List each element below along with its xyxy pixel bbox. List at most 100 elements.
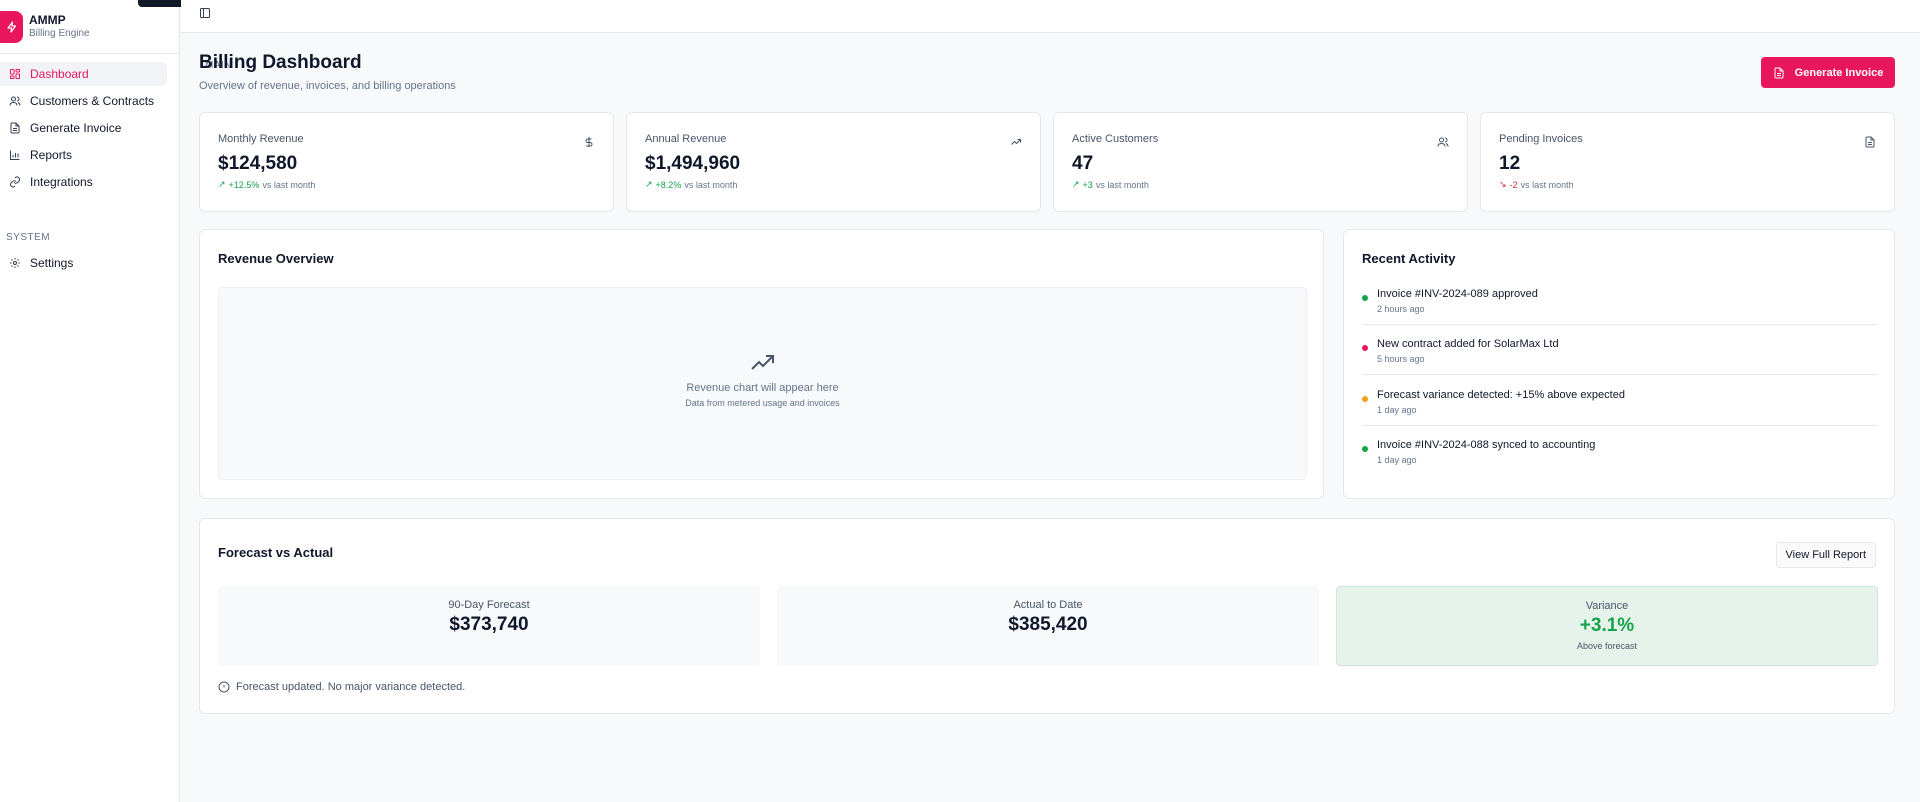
generate-invoice-label: Generate Invoice [1794, 66, 1884, 79]
nav-section-system: SYSTEM [6, 232, 51, 243]
forecast-label: 90-Day Forecast [448, 599, 530, 611]
revenue-chart-placeholder: Revenue chart will appear here Data from… [218, 287, 1307, 480]
activity-time: 5 hours ago [1377, 354, 1425, 364]
sidebar-item-customers[interactable]: Customers & Contracts [0, 89, 167, 113]
activity-title: Invoice #INV-2024-088 synced to accounti… [1377, 439, 1596, 451]
stat-change-suffix: vs last month [262, 179, 316, 190]
file-icon [1773, 67, 1785, 79]
stat-card-active-customers: Active Customers 47 ↗ +3 vs last month [1053, 112, 1468, 212]
stat-label: Monthly Revenue [218, 133, 304, 145]
revenue-overview-title: Revenue Overview [218, 251, 334, 266]
activity-item[interactable]: Forecast variance detected: +15% above e… [1362, 389, 1878, 439]
stat-card-annual-revenue: Annual Revenue $1,494,960 ↗ +8.2% vs las… [626, 112, 1041, 212]
actual-value: $385,420 [1008, 614, 1088, 635]
status-dot [1362, 396, 1368, 402]
stat-change-suffix: vs last month [684, 179, 738, 190]
stat-change-suffix: vs last month [1520, 179, 1574, 190]
activity-title: Invoice #INV-2024-089 approved [1377, 288, 1538, 300]
file-icon [1864, 135, 1876, 148]
users-icon [1437, 135, 1449, 147]
sidebar-item-label: Dashboard [30, 67, 89, 81]
sidebar-item-reports[interactable]: Reports [0, 143, 167, 167]
stat-value: $124,580 [218, 153, 298, 174]
activity-title: Forecast variance detected: +15% above e… [1377, 389, 1625, 401]
recent-activity-title: Recent Activity [1362, 251, 1456, 266]
variance-value: +3.1% [1579, 615, 1635, 636]
dollar-icon [583, 135, 595, 147]
divider [1362, 374, 1878, 375]
recent-activity-card: Recent Activity Invoice #INV-2024-089 ap… [1343, 229, 1895, 499]
forecast-card: Forecast vs Actual View Full Report 90-D… [199, 518, 1895, 714]
activity-item[interactable]: Invoice #INV-2024-088 synced to accounti… [1362, 439, 1878, 489]
sidebar-item-label: Reports [30, 148, 73, 162]
activity-time: 1 day ago [1377, 455, 1417, 465]
placeholder-subtitle: Data from metered usage and invoices [685, 398, 840, 408]
bar-chart-icon [9, 149, 21, 161]
lightning-icon [0, 10, 23, 43]
variance-box: Variance +3.1% Above forecast [1336, 586, 1878, 666]
forecast-title: Forecast vs Actual [218, 545, 334, 560]
forecast-box: 90-Day Forecast $373,740 [218, 586, 760, 666]
info-icon [218, 681, 230, 693]
page-subtitle: Overview of revenue, invoices, and billi… [199, 80, 456, 92]
sidebar-item-settings[interactable]: Settings [0, 251, 167, 275]
stat-change: ↗ +3 vs last month [1072, 179, 1449, 190]
divider [1362, 324, 1878, 325]
divider [1362, 425, 1878, 426]
actual-label: Actual to Date [1013, 599, 1083, 611]
activity-item[interactable]: New contract added for SolarMax Ltd 5 ho… [1362, 338, 1878, 388]
brand[interactable]: AMMP Billing Engine [0, 0, 179, 54]
sidebar-item-integrations[interactable]: Integrations [0, 170, 167, 194]
stat-change-value: -2 [1509, 179, 1518, 190]
stat-value: 47 [1072, 153, 1094, 174]
stat-label: Annual Revenue [645, 133, 727, 145]
forecast-value: $373,740 [449, 614, 529, 635]
sidebar-item-label: Settings [30, 256, 74, 270]
nav-section-main: MAIN [205, 60, 232, 71]
stat-card-monthly-revenue: Monthly Revenue $124,580 ↗ +12.5% vs las… [199, 112, 614, 212]
activity-item[interactable]: Invoice #INV-2024-089 approved 2 hours a… [1362, 288, 1878, 338]
users-icon [9, 95, 21, 107]
stat-value: 12 [1499, 153, 1521, 174]
stat-value: $1,494,960 [645, 153, 741, 174]
sidebar-item-generate-invoice[interactable]: Generate Invoice [0, 116, 167, 140]
sidebar: AMMP Billing Engine MAIN Dashboard Custo… [0, 0, 232, 802]
placeholder-title: Revenue chart will appear here [686, 382, 839, 394]
variance-label: Variance [1585, 600, 1629, 612]
activity-title: New contract added for SolarMax Ltd [1377, 338, 1559, 350]
sidebar-toggle-icon[interactable] [199, 6, 211, 18]
status-dot [1362, 345, 1368, 351]
variance-note: Above forecast [1576, 641, 1638, 651]
tooltip [138, 0, 206, 7]
sidebar-item-label: Integrations [30, 175, 93, 189]
status-dot [1362, 446, 1368, 452]
stat-change: ↘ -2 vs last month [1499, 179, 1876, 190]
sidebar-item-label: Generate Invoice [30, 121, 122, 135]
stat-label: Pending Invoices [1499, 133, 1583, 145]
activity-time: 1 day ago [1377, 405, 1417, 415]
activity-time: 2 hours ago [1377, 304, 1425, 314]
revenue-overview-card: Revenue Overview Revenue chart will appe… [199, 229, 1324, 499]
stat-change: ↗ +12.5% vs last month [218, 179, 595, 190]
stat-change-value: +12.5% [228, 179, 260, 190]
stat-change-value: +3 [1082, 179, 1093, 190]
link-icon [9, 176, 21, 188]
status-dot [1362, 295, 1368, 301]
dashboard-icon [9, 68, 21, 80]
file-icon [9, 122, 21, 134]
brand-name: AMMP [29, 13, 66, 27]
stat-change-value: +8.2% [655, 179, 682, 190]
sidebar-item-dashboard[interactable]: Dashboard [0, 62, 167, 86]
page-title: Billing Dashboard [199, 52, 362, 73]
stat-change: ↗ +8.2% vs last month [645, 179, 1022, 190]
sidebar-item-label: Customers & Contracts [30, 94, 155, 108]
generate-invoice-button[interactable]: Generate Invoice [1761, 57, 1895, 88]
stat-change-suffix: vs last month [1095, 179, 1149, 190]
view-full-report-button[interactable]: View Full Report [1775, 542, 1876, 568]
forecast-note-text: Forecast updated. No major variance dete… [236, 681, 466, 693]
gear-icon [9, 257, 21, 269]
trending-up-icon: ↗ [218, 179, 226, 189]
trending-down-icon: ↘ [1499, 179, 1507, 189]
top-bar [181, 0, 1920, 33]
trending-up-icon: ↗ [645, 179, 653, 189]
